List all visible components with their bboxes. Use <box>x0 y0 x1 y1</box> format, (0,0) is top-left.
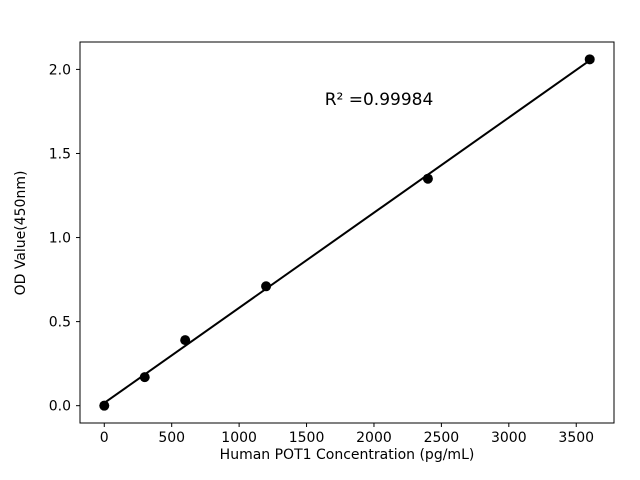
x-tick-label: 3500 <box>558 430 594 446</box>
data-point <box>584 54 595 65</box>
line-layer <box>103 59 591 404</box>
data-point <box>99 400 110 411</box>
x-tick-label: 500 <box>158 430 185 446</box>
x-tick-label: 2000 <box>356 430 392 446</box>
y-tick-label: 1.0 <box>49 231 71 247</box>
x-tick-label: 0 <box>100 430 109 446</box>
y-tick-label: 1.5 <box>49 146 71 162</box>
data-point <box>180 335 191 346</box>
data-point <box>261 281 272 292</box>
y-tick-label: 0.0 <box>49 399 71 415</box>
ticks-layer: 0 500 1000 1500 2000 2500 3000 3500 0.0 0.5 1.0 1.5… <box>49 62 594 446</box>
fit-line <box>103 59 591 404</box>
data-point <box>139 372 150 383</box>
x-tick-label: 1500 <box>289 430 325 446</box>
r-squared-annotation: R² =0.99984 <box>325 90 434 110</box>
x-axis-label: Human POT1 Concentration (pg/mL) <box>220 447 475 463</box>
y-tick-label: 2.0 <box>49 62 71 78</box>
x-tick-label: 3000 <box>491 430 527 446</box>
data-point <box>422 173 433 184</box>
y-axis-label: OD Value(450nm) <box>13 171 29 296</box>
x-tick-label: 1000 <box>221 430 257 446</box>
y-tick-label: 0.5 <box>49 315 71 331</box>
x-tick-label: 2500 <box>424 430 460 446</box>
points-layer <box>99 54 595 411</box>
